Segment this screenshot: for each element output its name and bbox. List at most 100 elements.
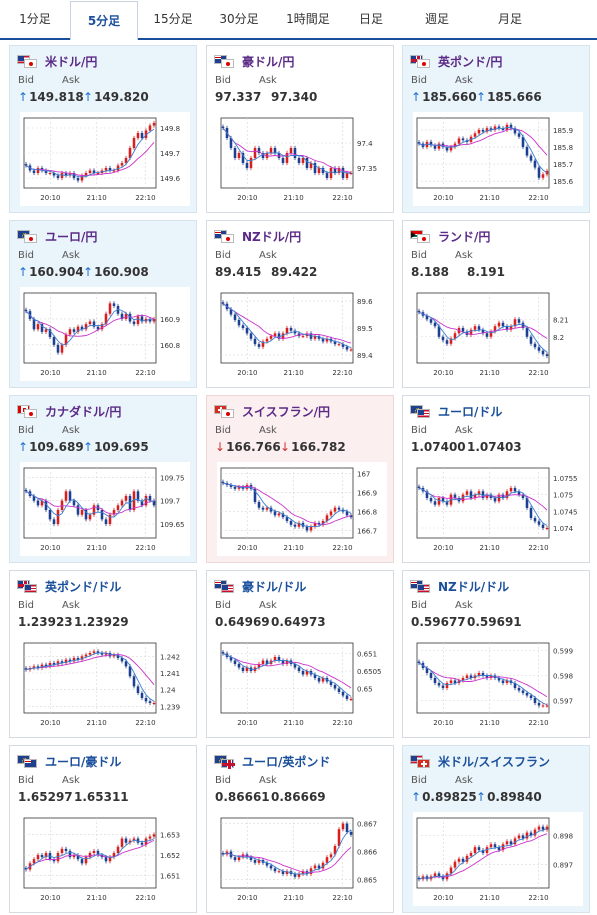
pair-name[interactable]: NZドル/円 [242, 229, 302, 244]
tab-8[interactable]: 月足 [497, 12, 522, 26]
candlestick-chart[interactable]: 185.9 185.8 185.7 185.6 20:10 21:10 22:10 [413, 112, 583, 206]
candle-body [545, 170, 549, 175]
candlestick-chart[interactable]: 0.867 0.866 0.865 20:10 21:10 22:10 [217, 812, 387, 906]
candle-body [481, 850, 485, 853]
pair-name[interactable]: スイスフラン/円 [242, 404, 331, 419]
candlestick-chart[interactable]: 0.599 0.598 0.597 20:10 21:10 22:10 [413, 637, 583, 731]
candlestick-chart[interactable]: 1.242 1.241 1.24 1.239 20:10 21:10 22:10 [20, 637, 190, 731]
rate-card[interactable]: 英ポンド/ドル Bid Ask 1.23923 1.23929 1.242 1.2… [9, 570, 197, 738]
candlestick-chart[interactable]: 8.21 8.2 20:10 21:10 22:10 [413, 287, 583, 381]
chart-svg: 89.6 89.5 89.4 20:10 21:10 22:10 [220, 292, 373, 377]
tab-3[interactable]: 15分足 [153, 12, 193, 26]
candle-body [433, 322, 437, 327]
rate-card[interactable]: ユーロ/円 Bid Ask ↑160.904 ↑160.908 160.9 160… [9, 220, 197, 388]
rate-card[interactable]: カナダドル/円 Bid Ask ↑109.689 ↑109.695 109.75… [9, 395, 197, 563]
tab-2[interactable]: 5分足 [70, 1, 138, 40]
candle-body [76, 178, 80, 181]
y-tick-label: 1.241 [160, 670, 180, 678]
candle-body [76, 326, 80, 332]
candle-body [481, 673, 485, 676]
candle-body [333, 846, 337, 855]
pair-name[interactable]: 英ポンド/円 [438, 54, 503, 69]
y-tick-label: 89.6 [357, 298, 373, 306]
ask-value: ↑160.908 [83, 265, 149, 279]
tab-4[interactable]: 30分足 [219, 12, 259, 26]
candlestick-chart[interactable]: 109.75 109.7 109.65 20:10 21:10 22:10 [20, 462, 190, 556]
candle-body [257, 664, 261, 668]
pair-name[interactable]: ユーロ/円 [45, 229, 98, 244]
candle-body [477, 491, 481, 495]
candlestick-chart[interactable]: 89.6 89.5 89.4 20:10 21:10 22:10 [217, 287, 387, 381]
x-tick-label: 21:10 [284, 544, 304, 552]
card-header: 米ドル/スイスフラン [410, 753, 550, 769]
candle-body [333, 341, 337, 345]
rate-card[interactable]: 米ドル/スイスフラン Bid Ask ↑0.89825 ↑0.89840 0.8… [402, 745, 590, 913]
candlestick-chart[interactable]: 1.653 1.652 1.651 20:10 21:10 22:10 [20, 812, 190, 906]
candle-body [497, 126, 501, 129]
candle-body [305, 158, 309, 168]
rate-card[interactable]: 米ドル/円 Bid Ask ↑149.818 ↑149.820 149.8 149… [9, 45, 197, 213]
up-arrow-icon: ↑ [83, 440, 94, 454]
pair-name[interactable]: ユーロ/ドル [438, 404, 503, 419]
rate-card[interactable]: ユーロ/ドル Bid Ask 1.07400 1.07403 1.0755 1.0… [402, 395, 590, 563]
candlestick-chart[interactable]: 0.898 0.897 20:10 21:10 22:10 [413, 812, 583, 906]
candle-body [233, 857, 237, 860]
bid-label: Bid [215, 250, 231, 261]
rate-card[interactable]: ランド/円 Bid Ask 8.188 8.191 8.21 8.2 20:10 21… [402, 220, 590, 388]
pair-name[interactable]: 豪ドル/円 [242, 54, 295, 69]
candle-body [285, 660, 289, 664]
candle-body [441, 876, 445, 880]
y-tick-label: 0.651 [357, 651, 377, 659]
x-tick-label: 21:10 [87, 544, 107, 552]
pair-name[interactable]: ユーロ/豪ドル [45, 754, 122, 769]
currency-flags [410, 580, 430, 593]
candle-body [293, 330, 297, 334]
candle-body [56, 510, 60, 524]
candlestick-chart[interactable]: 1.0755 1.075 1.0745 1.074 20:10 21:10 22:10 [413, 462, 583, 556]
candle-body [473, 133, 477, 137]
tab-6[interactable]: 日足 [358, 12, 383, 26]
rate-card[interactable]: NZドル/円 Bid Ask 89.415 89.422 89.6 89.5 89.… [206, 220, 394, 388]
pair-name[interactable]: カナダドル/円 [45, 404, 122, 419]
ask-value: ↑0.89840 [476, 790, 542, 804]
candlestick-chart[interactable]: 149.8 149.7 149.6 20:10 21:10 22:10 [20, 112, 190, 206]
candlestick-chart[interactable]: 97.4 97.35 20:10 21:10 22:10 [217, 112, 387, 206]
candle-body [124, 313, 128, 319]
rate-card[interactable]: 英ポンド/円 Bid Ask ↑185.660 ↑185.666 185.9 18… [402, 45, 590, 213]
pair-name[interactable]: 英ポンド/ドル [45, 579, 122, 594]
candle-body [489, 331, 493, 337]
pair-name[interactable]: NZドル/ドル [438, 579, 510, 594]
pair-name[interactable]: 米ドル/円 [45, 54, 98, 69]
tab-7[interactable]: 週足 [424, 12, 449, 26]
candle-body [136, 491, 140, 501]
rate-card[interactable]: ユーロ/豪ドル Bid Ask 1.65297 1.65311 1.653 1.6… [9, 745, 197, 913]
x-tick-label: 20:10 [433, 719, 453, 727]
pair-name[interactable]: ランド/円 [438, 229, 491, 244]
rate-card[interactable]: 豪ドル/ドル Bid Ask 0.64969 0.64973 0.651 0.65… [206, 570, 394, 738]
candlestick-chart[interactable]: 0.651 0.6505 0.65 20:10 21:10 22:10 [217, 637, 387, 731]
pair-name[interactable]: 豪ドル/ドル [242, 579, 307, 594]
rate-card[interactable]: スイスフラン/円 Bid Ask ↓166.766 ↓166.782 167 16… [206, 395, 394, 563]
up-arrow-icon: ↑ [411, 90, 422, 104]
y-tick-label: 185.7 [553, 161, 573, 169]
flag-gb-icon [221, 759, 235, 769]
candle-body [229, 138, 233, 148]
candle-body [269, 507, 273, 512]
moving-average-short [418, 487, 548, 526]
candle-body [40, 855, 44, 858]
rate-card[interactable]: ユーロ/英ポンド Bid Ask 0.86661 0.86669 0.867 0.… [206, 745, 394, 913]
candle-body [237, 857, 241, 860]
candlestick-chart[interactable]: 160.9 160.8 20:10 21:10 22:10 [20, 287, 190, 381]
pair-name[interactable]: ユーロ/英ポンド [242, 754, 331, 769]
candle-body [325, 338, 329, 342]
chart-svg: 0.651 0.6505 0.65 20:10 21:10 22:10 [220, 642, 382, 727]
rate-card[interactable]: 豪ドル/円 Bid Ask 97.337 97.340 97.4 97.35 20:… [206, 45, 394, 213]
candlestick-chart[interactable]: 167 166.9 166.8 166.7 20:10 21:10 22:10 [217, 462, 387, 556]
candle-body [96, 651, 100, 653]
tab-1[interactable]: 1分足 [19, 12, 51, 26]
pair-name[interactable]: 米ドル/スイスフラン [438, 754, 551, 769]
candle-body [68, 329, 72, 335]
y-tick-label: 109.75 [160, 474, 185, 482]
rate-card[interactable]: NZドル/ドル Bid Ask 0.59677 0.59691 0.599 0.5… [402, 570, 590, 738]
tab-5[interactable]: 1時間足 [286, 12, 330, 26]
